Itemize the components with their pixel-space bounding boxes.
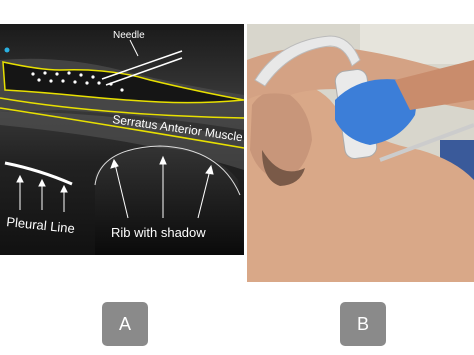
pleural-line <box>4 161 73 186</box>
button-a[interactable]: A <box>102 302 148 346</box>
rib-label: Rib with shadow <box>111 225 206 240</box>
button-a-label[interactable]: A <box>119 314 131 334</box>
target-outline <box>2 61 245 104</box>
muscle-outline <box>0 97 245 119</box>
beard <box>262 150 305 186</box>
muscle-outline <box>0 107 245 149</box>
ultrasound-panel: Needle Serratus Anterior Muscle Pleural … <box>0 24 245 255</box>
arrows <box>16 155 214 219</box>
orientation-marker <box>4 47 10 53</box>
needle-line <box>101 50 183 80</box>
glove <box>335 79 416 145</box>
photo-panel <box>247 24 474 282</box>
injectate-dots <box>31 71 124 92</box>
needle-label: Needle <box>113 30 145 41</box>
button-b-bg[interactable] <box>340 302 386 346</box>
syringe <box>379 123 474 162</box>
needle-pointer <box>129 39 139 57</box>
button-a-bg[interactable] <box>102 302 148 346</box>
probe-cable <box>254 35 361 87</box>
needle-line <box>105 57 183 86</box>
rib-outline <box>94 145 241 196</box>
rib-shadow <box>95 148 244 255</box>
hand-arm <box>395 60 474 110</box>
button-b[interactable]: B <box>340 302 386 346</box>
pleural-label: Pleural Line <box>6 214 76 236</box>
fascia-band <box>0 111 244 170</box>
button-b-label[interactable]: B <box>357 314 369 334</box>
